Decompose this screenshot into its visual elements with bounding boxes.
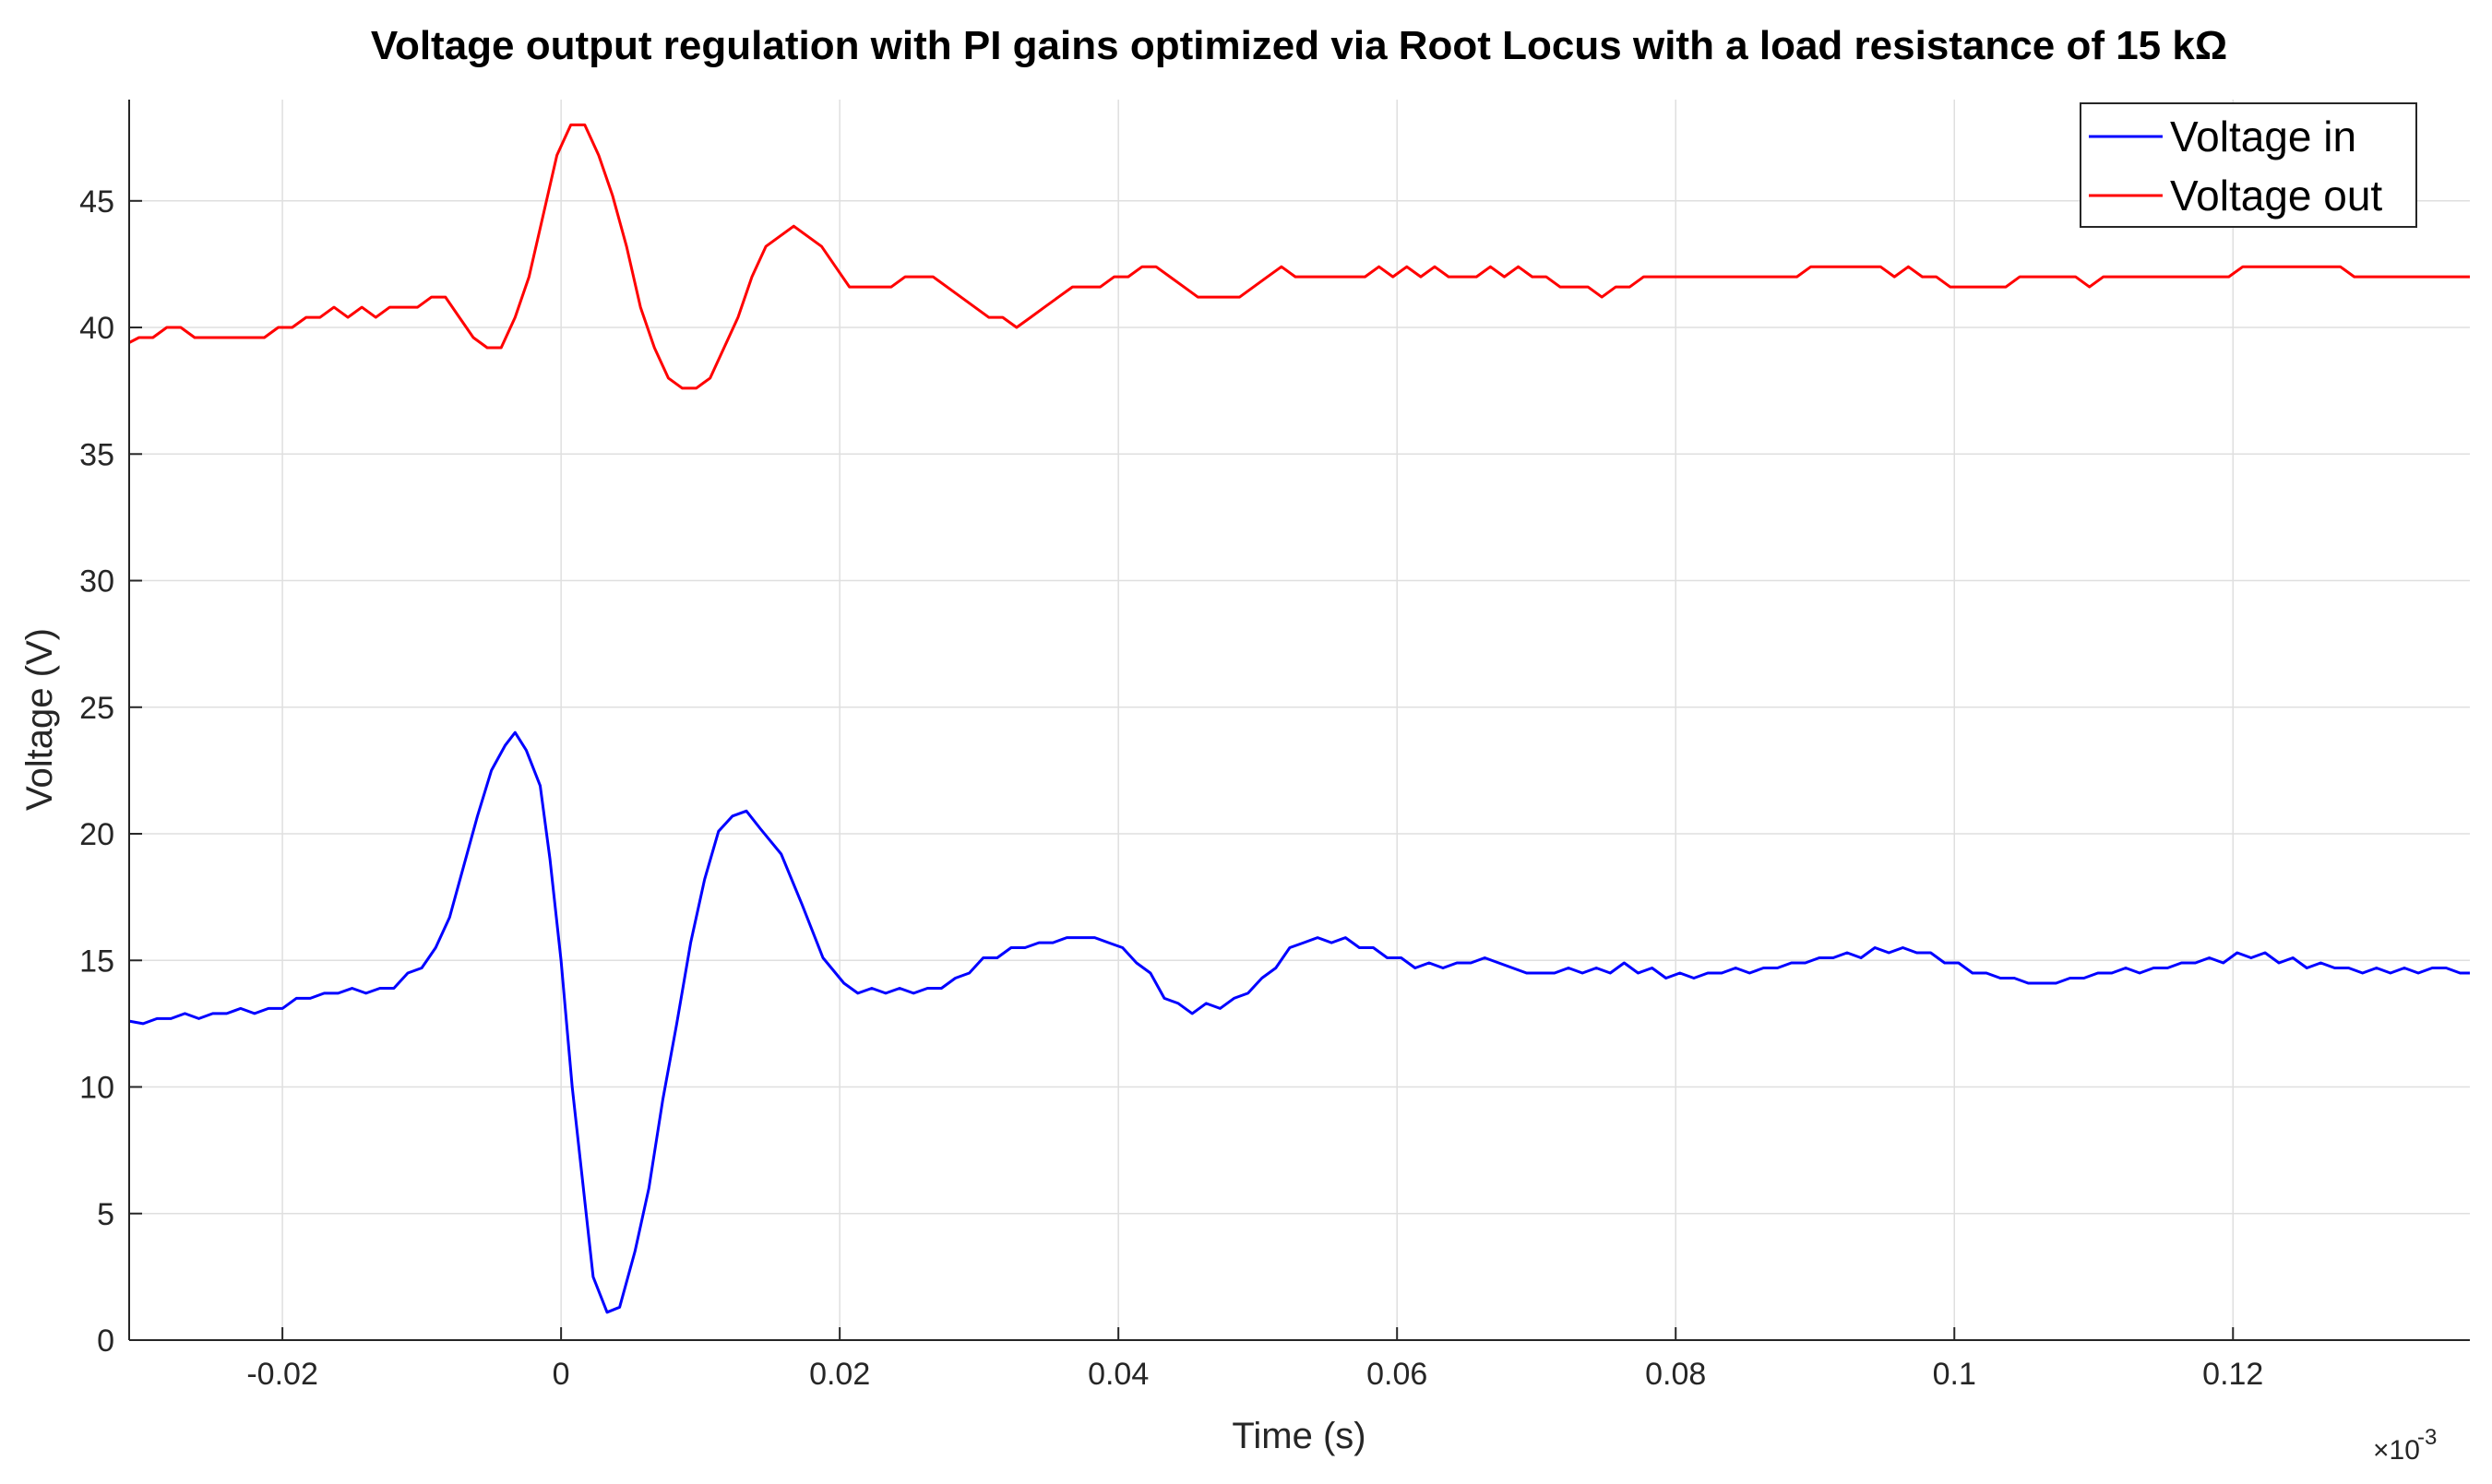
y-tick-label: 0 (97, 1324, 114, 1359)
x-axis-label: Time (s) (1232, 1416, 1365, 1456)
x-tick-label: 0 (553, 1357, 570, 1392)
legend-box (2080, 102, 2417, 228)
x-tick-labels: -0.02 0 0.02 0.04 0.06 0.08 0.1 0.12 (246, 1327, 2263, 1392)
y-tick-label: 15 (79, 944, 114, 979)
x-exponent: ×10 -3 (2373, 1425, 2437, 1466)
y-tick-label: 35 (79, 437, 114, 472)
legend-label-voltage-out: Voltage out (2170, 172, 2382, 220)
grid (129, 100, 2470, 1341)
legend-label-voltage-in: Voltage in (2170, 113, 2356, 160)
legend[interactable]: Voltage in Voltage out (2080, 102, 2417, 228)
x-tick-label: 0.04 (1088, 1357, 1149, 1392)
x-tick-label: 0.06 (1366, 1357, 1427, 1392)
y-tick-labels: 0 5 10 15 20 25 30 35 40 45 (79, 184, 142, 1359)
x-tick-label: -0.02 (246, 1357, 318, 1392)
x-tick-label: 0.12 (2202, 1357, 2263, 1392)
series-line-voltage-in (128, 730, 2470, 1314)
y-tick-label: 10 (79, 1071, 114, 1106)
y-tick-label: 30 (79, 564, 114, 600)
y-tick-label: 20 (79, 817, 114, 852)
series-layer (128, 123, 2470, 1314)
chart-title: Voltage output regulation with PI gains … (371, 23, 2227, 68)
series-line-voltage-out (128, 123, 2470, 390)
y-tick-label: 45 (79, 184, 114, 220)
x-tick-label: 0.1 (1933, 1357, 1976, 1392)
y-axis-label: Voltage (V) (19, 628, 60, 811)
y-tick-label: 5 (97, 1197, 114, 1232)
x-exponent-power: -3 (2417, 1425, 2437, 1450)
y-tick-label: 25 (79, 691, 114, 726)
x-tick-label: 0.02 (809, 1357, 870, 1392)
x-tick-label: 0.08 (1645, 1357, 1706, 1392)
x-exponent-base: ×10 (2373, 1435, 2420, 1466)
y-tick-label: 40 (79, 311, 114, 346)
plot-area-frame (129, 100, 2470, 1340)
